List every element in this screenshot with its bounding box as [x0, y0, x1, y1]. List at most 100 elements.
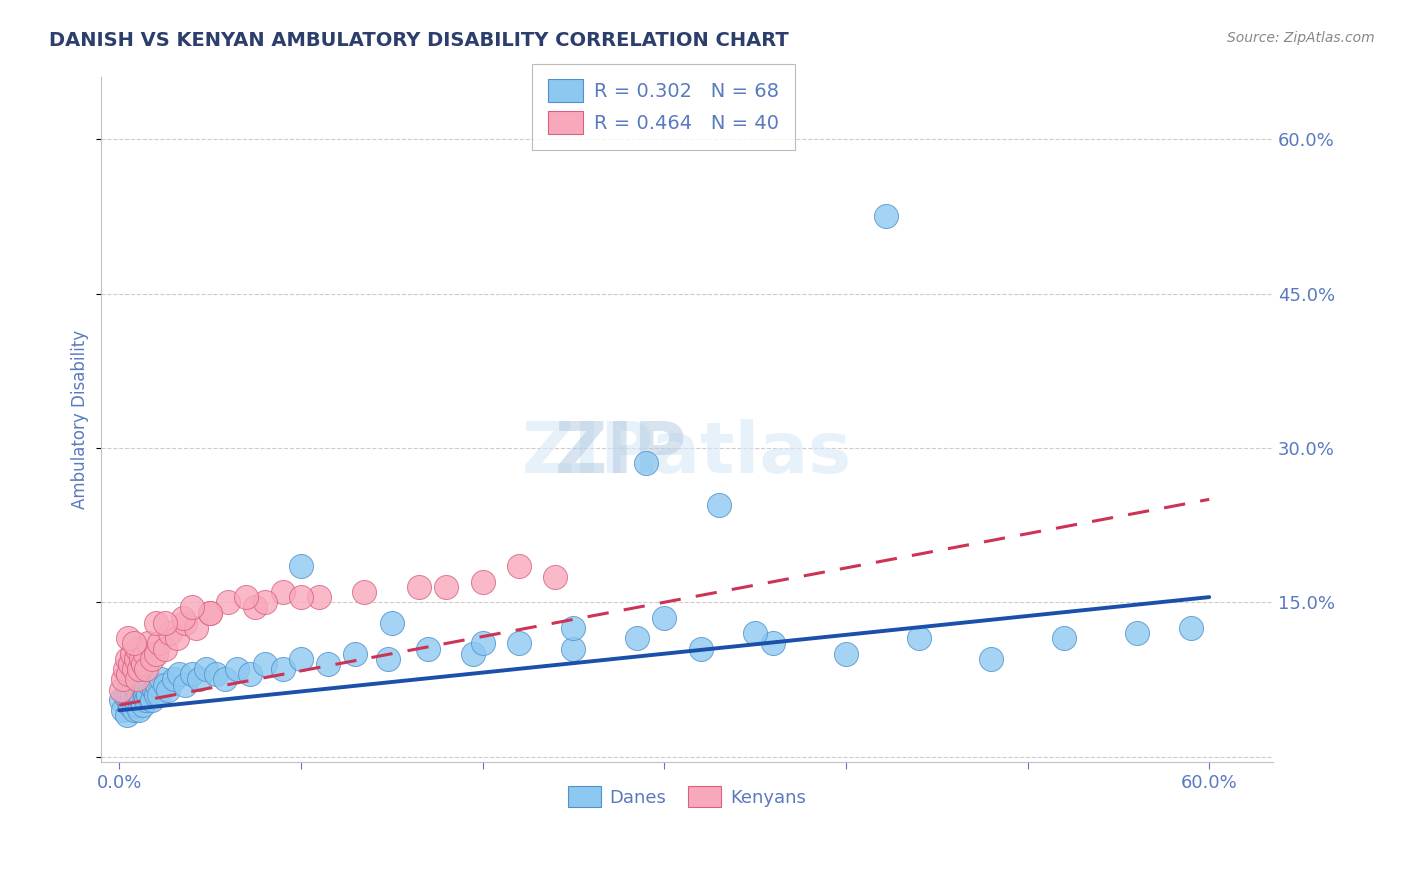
Point: [562, 641, 585, 656]
Point: [762, 636, 785, 650]
Point: [689, 641, 711, 656]
Point: [111, 703, 134, 717]
Point: [980, 652, 1002, 666]
Text: Source: ZipAtlas.com: Source: ZipAtlas.com: [1227, 31, 1375, 45]
Point: [134, 688, 156, 702]
Point: [121, 688, 143, 702]
Point: [907, 632, 929, 646]
Point: [124, 693, 146, 707]
Point: [117, 693, 139, 707]
Point: [434, 580, 457, 594]
Point: [173, 677, 195, 691]
Point: [217, 595, 239, 609]
Point: [163, 673, 186, 687]
Point: [132, 698, 155, 713]
Point: [115, 652, 138, 666]
Point: [139, 677, 162, 691]
Point: [134, 677, 156, 691]
Point: [377, 652, 399, 666]
Point: [135, 693, 157, 707]
Point: [166, 632, 188, 646]
Point: [145, 688, 167, 702]
Point: [110, 682, 132, 697]
Point: [226, 662, 249, 676]
Point: [544, 569, 567, 583]
Point: [114, 688, 136, 702]
Point: [148, 636, 170, 650]
Point: [114, 662, 136, 676]
Point: [145, 647, 167, 661]
Point: [204, 667, 226, 681]
Point: [471, 574, 494, 589]
Point: [239, 667, 262, 681]
Point: [271, 662, 294, 676]
Point: [381, 615, 404, 630]
Point: [353, 585, 375, 599]
Point: [150, 673, 173, 687]
Point: [129, 693, 152, 707]
Point: [128, 688, 150, 702]
Point: [121, 647, 143, 661]
Point: [117, 682, 139, 697]
Point: [120, 698, 142, 713]
Point: [110, 693, 132, 707]
Text: DANISH VS KENYAN AMBULATORY DISABILITY CORRELATION CHART: DANISH VS KENYAN AMBULATORY DISABILITY C…: [49, 31, 789, 50]
Point: [290, 559, 312, 574]
Point: [122, 677, 145, 691]
Point: [652, 610, 675, 624]
Point: [235, 590, 257, 604]
Point: [508, 559, 530, 574]
Point: [135, 682, 157, 697]
Point: [875, 210, 897, 224]
Point: [132, 682, 155, 697]
Point: [626, 632, 648, 646]
Point: [127, 698, 149, 713]
Point: [744, 626, 766, 640]
Point: [195, 662, 218, 676]
Point: [245, 600, 267, 615]
Point: [253, 595, 276, 609]
Point: [141, 693, 163, 707]
Point: [184, 621, 207, 635]
Point: [127, 682, 149, 697]
Point: [508, 636, 530, 650]
Point: [308, 590, 330, 604]
Point: [172, 610, 194, 624]
Point: [136, 688, 159, 702]
Point: [344, 647, 367, 661]
Point: [153, 641, 176, 656]
Point: [127, 641, 149, 656]
Point: [122, 703, 145, 717]
Point: [634, 456, 657, 470]
Point: [271, 585, 294, 599]
Point: [198, 606, 221, 620]
Y-axis label: Ambulatory Disability: Ambulatory Disability: [72, 330, 89, 509]
Point: [290, 652, 312, 666]
Point: [463, 647, 485, 661]
Legend: Danes, Kenyans: Danes, Kenyans: [561, 779, 813, 814]
Point: [180, 600, 202, 615]
Point: [117, 632, 139, 646]
Point: [122, 662, 145, 676]
Point: [167, 667, 190, 681]
Point: [145, 615, 167, 630]
Point: [157, 682, 180, 697]
Point: [115, 708, 138, 723]
Point: [148, 688, 170, 702]
Point: [214, 673, 236, 687]
Point: [416, 641, 439, 656]
Point: [159, 626, 181, 640]
Text: ZIP: ZIP: [555, 419, 688, 488]
Point: [122, 636, 145, 650]
Point: [153, 615, 176, 630]
Point: [136, 636, 159, 650]
Point: [134, 647, 156, 661]
Point: [408, 580, 430, 594]
Point: [146, 677, 169, 691]
Point: [141, 652, 163, 666]
Point: [173, 615, 195, 630]
Point: [124, 652, 146, 666]
Point: [127, 673, 149, 687]
Point: [128, 703, 150, 717]
Point: [117, 667, 139, 681]
